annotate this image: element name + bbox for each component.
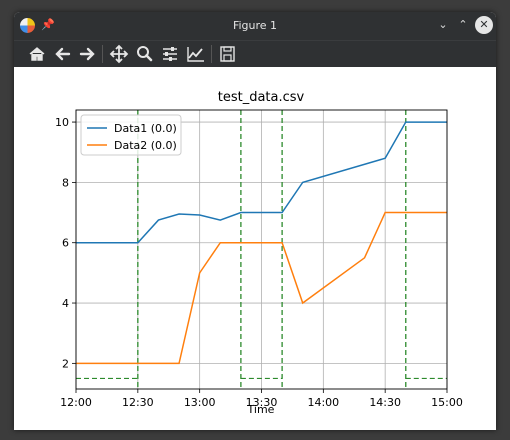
y-tick-label: 4 — [62, 297, 69, 310]
matplotlib-logo-icon[interactable] — [20, 18, 35, 33]
home-button[interactable] — [26, 44, 48, 64]
x-tick-label: 13:00 — [184, 396, 216, 409]
y-tick-label: 10 — [55, 116, 69, 129]
maximize-icon[interactable]: ⌃ — [458, 18, 468, 31]
pan-icon — [109, 44, 129, 64]
x-tick-label: 12:00 — [60, 396, 92, 409]
line-chart: test_data.csv 12:00 12:30 13:00 13:30 14:00 1… — [55, 90, 463, 416]
edit-axis-icon — [187, 47, 204, 62]
x-axis-label: Time — [247, 403, 275, 416]
toolbar-separator — [211, 45, 212, 63]
series-lines — [76, 121, 447, 365]
x-tick-label: 14:30 — [369, 396, 401, 409]
forward-button[interactable] — [76, 44, 98, 64]
x-tick-label: 14:00 — [307, 396, 339, 409]
title-bar: 📌 Figure 1 ⌄ ⌃ ✕ — [14, 12, 496, 40]
y-axis-ticks: 2 4 6 8 10 — [55, 116, 76, 370]
pin-icon[interactable]: 📌 — [41, 18, 55, 31]
x-tick-label: 13:30 — [246, 396, 278, 409]
legend-label-1: Data1 (0.0) — [114, 122, 177, 135]
navigation-toolbar — [14, 40, 496, 67]
y-tick-label: 6 — [62, 237, 69, 250]
save-icon — [220, 46, 235, 62]
pan-button[interactable] — [108, 44, 130, 64]
y-tick-label: 2 — [62, 357, 69, 370]
home-icon — [29, 47, 45, 61]
close-icon[interactable]: ✕ — [475, 16, 493, 34]
toolbar-separator — [102, 45, 103, 63]
configure-subplots-icon — [163, 47, 177, 61]
event-markers — [76, 110, 447, 389]
configure-subplots-button[interactable] — [159, 44, 181, 64]
edit-axis-button[interactable] — [185, 44, 207, 64]
x-tick-label: 15:00 — [431, 396, 463, 409]
back-arrow-icon — [55, 47, 71, 61]
chart-title: test_data.csv — [218, 90, 305, 105]
x-axis-ticks: 12:00 12:30 13:00 13:30 14:00 14:30 15:00 — [60, 389, 463, 409]
legend-label-2: Data2 (0.0) — [114, 139, 177, 152]
save-button[interactable] — [217, 44, 239, 64]
back-button[interactable] — [52, 44, 74, 64]
forward-arrow-icon — [79, 47, 95, 61]
minimize-icon[interactable]: ⌄ — [438, 18, 448, 31]
zoom-button[interactable] — [134, 44, 156, 64]
legend: Data1 (0.0) Data2 (0.0) — [80, 114, 182, 156]
window-title: Figure 1 — [232, 19, 278, 32]
x-tick-label: 12:30 — [122, 396, 154, 409]
figure-window: 📌 Figure 1 ⌄ ⌃ ✕ — [14, 12, 496, 430]
series-line-1 — [76, 121, 447, 244]
zoom-icon — [137, 46, 153, 62]
series-line-2 — [76, 211, 447, 365]
figure-canvas[interactable]: test_data.csv 12:00 12:30 13:00 13:30 14:00 1… — [14, 67, 496, 430]
y-tick-label: 8 — [62, 176, 69, 189]
